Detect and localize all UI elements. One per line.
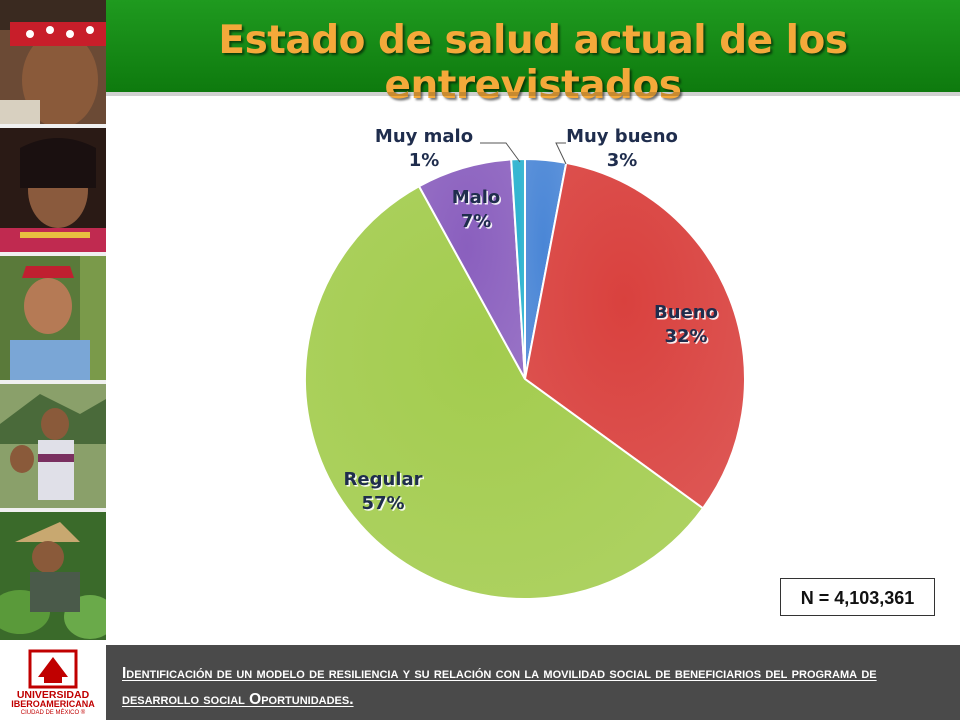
- sample-size-box: N = 4,103,361: [780, 578, 935, 616]
- pie-slice-bueno: [523, 161, 746, 510]
- data-label-shadow-label-malo: Malo: [453, 189, 502, 210]
- data-label-shadow-label-muy-malo: Muy malo: [376, 128, 474, 149]
- footer-text: Identificación de un modelo de resilienc…: [122, 665, 877, 708]
- data-label-percent-muy-bueno: 3%: [607, 150, 638, 171]
- logo-line-1: UNIVERSIDAD: [16, 689, 90, 701]
- photo-indigenous-woman: [0, 128, 106, 256]
- photo-tobacco-farmer: [0, 512, 106, 640]
- logo-line-3: CIUDAD DE MÉXICO ®: [20, 710, 86, 716]
- data-label-shadow-label-muy-bueno: Muy bueno: [568, 128, 680, 149]
- data-label-label-regular: Regular: [344, 469, 423, 490]
- data-label-percent-regular: 57%: [361, 493, 404, 514]
- data-label-label-malo: Malo: [452, 187, 501, 208]
- data-label-shadow-label-bueno: Bueno: [656, 304, 720, 325]
- leader-line-muy-bueno: [555, 142, 567, 165]
- data-label-percent-bueno: 32%: [664, 326, 707, 347]
- data-label-shadow-percent-malo: 7%: [462, 213, 493, 234]
- data-label-percent-muy-malo: 1%: [409, 150, 440, 171]
- logo-line-2: IBEROAMERICANA: [11, 699, 95, 709]
- photo-farmer-man: [0, 256, 106, 384]
- pie-slice-regular: [304, 184, 705, 600]
- data-label-shadow-percent-regular: 57%: [363, 495, 406, 516]
- footer-bar: UNIVERSIDAD IBEROAMERICANA CIUDAD DE MÉX…: [0, 645, 960, 720]
- data-label-shadow-percent-muy-malo: 1%: [410, 152, 441, 173]
- data-label-shadow-percent-bueno: 32%: [666, 328, 709, 349]
- data-label-shadow-percent-muy-bueno: 3%: [608, 152, 639, 173]
- data-label-label-muy-bueno: Muy bueno: [566, 126, 678, 147]
- data-label-shadow-label-regular: Regular: [345, 471, 424, 492]
- photo-indigenous-man: [0, 0, 106, 128]
- data-label-label-bueno: Bueno: [654, 302, 718, 323]
- logo-emblem-icon: [28, 649, 78, 689]
- data-label-percent-malo: 7%: [461, 211, 492, 232]
- university-logo: UNIVERSIDAD IBEROAMERICANA CIUDAD DE MÉX…: [0, 645, 106, 720]
- page-title: Estado de salud actual de los entrevista…: [218, 18, 848, 108]
- title-bar: Estado de salud actual de los entrevista…: [106, 0, 960, 108]
- photo-strip: [0, 0, 106, 640]
- leader-line-muy-malo: [480, 142, 521, 163]
- photo-woman-mountains: [0, 384, 106, 512]
- data-label-label-muy-malo: Muy malo: [375, 126, 473, 147]
